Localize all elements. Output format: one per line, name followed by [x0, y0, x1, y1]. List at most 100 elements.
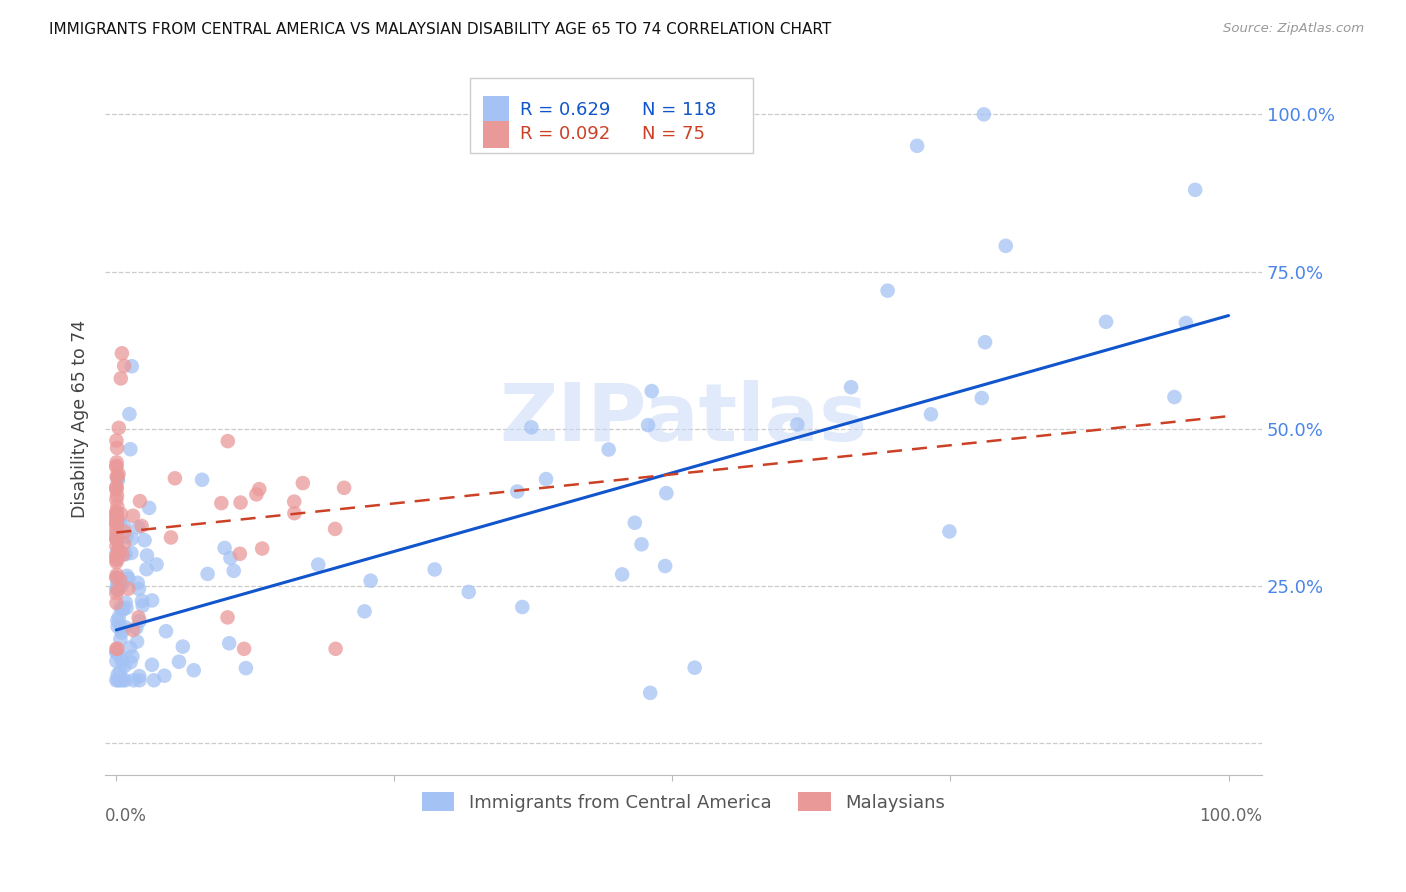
Point — [128, 610, 150, 624]
Point — [105, 641, 128, 656]
Point — [128, 669, 150, 683]
Point — [105, 517, 128, 532]
Point — [118, 407, 141, 421]
Point — [120, 546, 142, 560]
Point — [172, 640, 194, 654]
Point — [105, 576, 128, 591]
Point — [110, 620, 132, 634]
Point — [118, 640, 141, 655]
Point — [127, 520, 149, 534]
Point — [110, 601, 132, 615]
Point — [107, 421, 129, 435]
FancyBboxPatch shape — [484, 120, 509, 148]
Point — [128, 673, 150, 688]
Point — [1174, 316, 1197, 330]
Point — [105, 586, 128, 600]
Point — [121, 532, 143, 546]
Point — [114, 524, 136, 539]
Point — [105, 596, 128, 610]
Point — [114, 659, 136, 673]
Point — [125, 621, 148, 635]
Point — [638, 686, 661, 700]
Point — [654, 559, 676, 574]
Point — [683, 661, 706, 675]
Point — [115, 569, 138, 583]
Point — [110, 632, 132, 647]
Point — [110, 574, 132, 589]
Point — [506, 484, 529, 499]
Point — [105, 483, 128, 497]
Point — [111, 673, 134, 688]
Text: R = 0.629: R = 0.629 — [520, 101, 610, 119]
Point — [105, 488, 128, 502]
Point — [920, 407, 942, 421]
Point — [115, 530, 138, 544]
Point — [155, 624, 177, 639]
Point — [217, 610, 239, 624]
Point — [105, 553, 128, 567]
Point — [105, 514, 128, 528]
Point — [105, 506, 128, 520]
Point — [127, 575, 149, 590]
Point — [1184, 183, 1206, 197]
Point — [107, 582, 129, 597]
Point — [117, 582, 139, 596]
Point — [115, 601, 138, 615]
Point — [183, 663, 205, 677]
Point — [105, 512, 128, 526]
Point — [105, 555, 128, 569]
Point — [1163, 390, 1185, 404]
Point — [111, 602, 134, 616]
Point — [125, 634, 148, 648]
Point — [105, 458, 128, 473]
Point — [105, 531, 128, 545]
Point — [131, 599, 153, 613]
Point — [353, 604, 375, 618]
Point — [105, 552, 128, 566]
Point — [111, 346, 134, 360]
Point — [134, 533, 156, 548]
FancyBboxPatch shape — [470, 78, 754, 153]
Point — [105, 582, 128, 597]
Point — [222, 564, 245, 578]
Point — [520, 420, 543, 434]
Point — [283, 506, 305, 520]
Point — [905, 138, 928, 153]
Point — [105, 546, 128, 560]
Point — [105, 480, 128, 494]
Point — [114, 547, 136, 561]
Point — [970, 391, 993, 405]
Point — [135, 549, 157, 563]
Point — [107, 542, 129, 557]
Point — [110, 650, 132, 665]
Point — [839, 380, 862, 394]
Point — [111, 602, 134, 616]
Point — [105, 614, 128, 628]
Point — [107, 673, 129, 688]
Point — [105, 500, 128, 514]
Point — [105, 505, 128, 519]
Point — [105, 539, 128, 553]
Point — [108, 546, 131, 560]
Point — [105, 549, 128, 564]
FancyBboxPatch shape — [484, 96, 509, 123]
Point — [114, 596, 136, 610]
Point — [457, 585, 479, 599]
Point — [107, 469, 129, 483]
Point — [973, 107, 995, 121]
Point — [108, 610, 131, 624]
Point — [974, 335, 997, 350]
Text: N = 118: N = 118 — [643, 101, 716, 119]
Point — [167, 655, 190, 669]
Text: IMMIGRANTS FROM CENTRAL AMERICA VS MALAYSIAN DISABILITY AGE 65 TO 74 CORRELATION: IMMIGRANTS FROM CENTRAL AMERICA VS MALAY… — [49, 22, 831, 37]
Point — [122, 623, 145, 637]
Text: ZIPatlas: ZIPatlas — [499, 380, 868, 458]
Point — [105, 526, 128, 541]
Point — [107, 546, 129, 560]
Point — [233, 641, 256, 656]
Point — [191, 473, 214, 487]
Point — [142, 673, 165, 688]
Point — [108, 546, 131, 560]
Point — [131, 519, 153, 533]
Point — [209, 496, 232, 510]
